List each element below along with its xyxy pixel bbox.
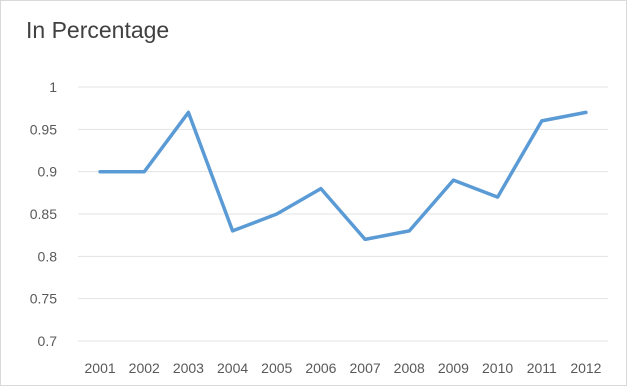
x-tick-label: 2002 (129, 360, 160, 376)
x-tick-label: 2011 (527, 360, 557, 376)
y-tick-label: 0.85 (30, 206, 57, 222)
x-tick-label: 2007 (350, 360, 381, 376)
series-line (98, 110, 588, 242)
x-tick-label: 2009 (438, 360, 469, 376)
x-tick-label: 2008 (394, 360, 425, 376)
y-tick-label: 0.7 (38, 333, 58, 349)
x-tick-label: 2010 (482, 360, 513, 376)
y-tick-label: 0.9 (38, 164, 58, 180)
x-tick-label: 2012 (570, 360, 601, 376)
x-tick-label: 2003 (173, 360, 204, 376)
x-tick-label: 2001 (85, 360, 116, 376)
x-tick-label: 2005 (261, 360, 292, 376)
chart-title: In Percentage (26, 17, 170, 43)
x-tick-label: 2006 (305, 360, 336, 376)
y-tick-label: 1 (49, 79, 57, 95)
y-tick-label: 0.8 (38, 248, 58, 264)
y-tick-label: 0.75 (30, 291, 57, 307)
x-tick-label: 2004 (217, 360, 248, 376)
y-tick-label: 0.95 (30, 121, 57, 137)
